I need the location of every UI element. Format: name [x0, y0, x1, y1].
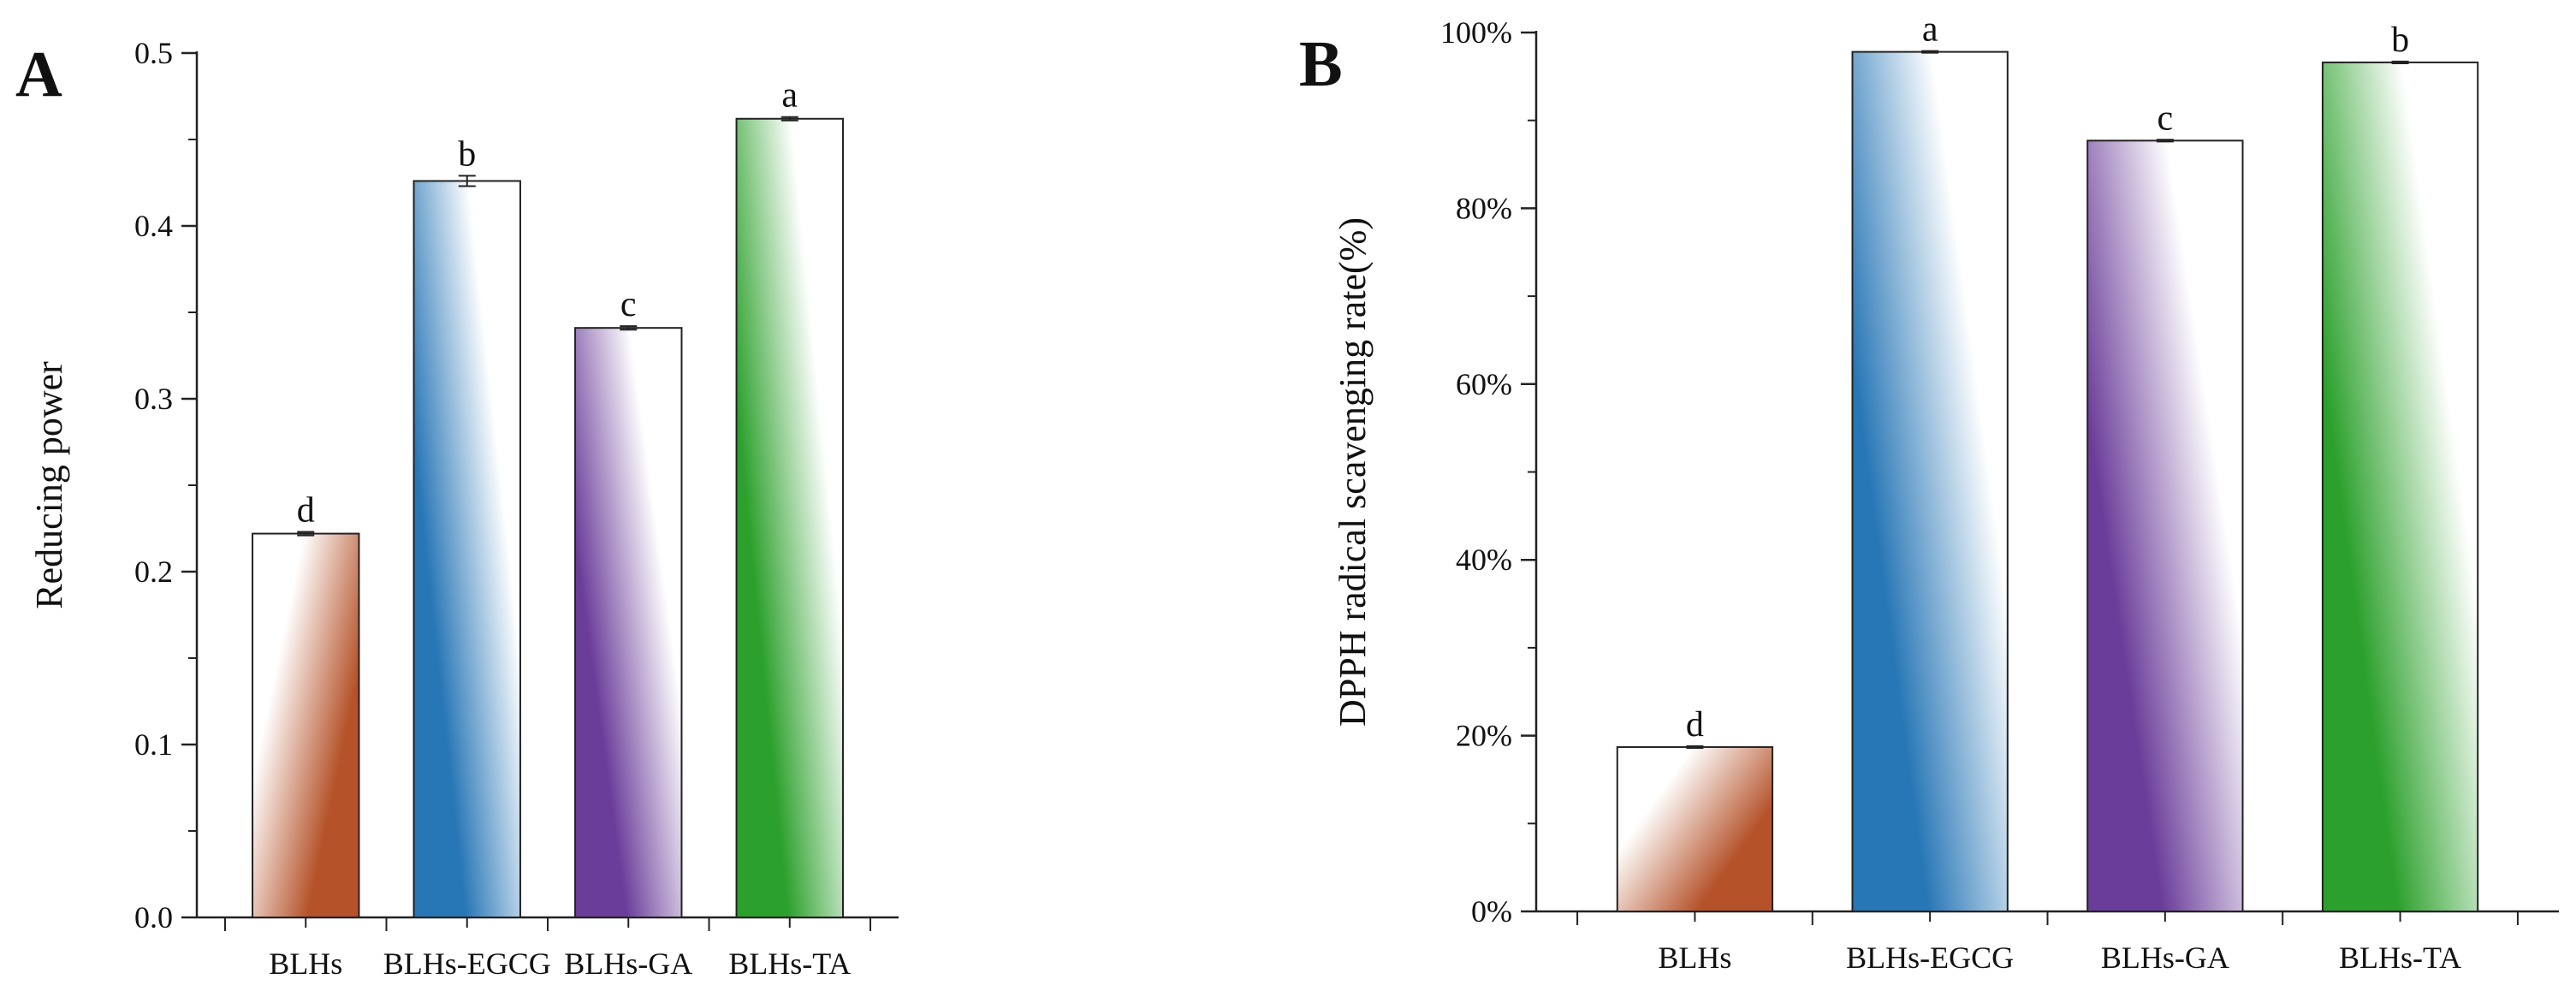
y-tick-label: 0.0 [134, 900, 173, 935]
y-tick-label: 40% [1456, 543, 1512, 577]
panel-b-dpph-scavenging: B DPPH radical scavenging rate(%) 0% 20% 40%… [1299, 10, 2559, 975]
bar-blhs-ga [2086, 139, 2244, 913]
panel-a-reducing-power: A Reducing power 0.0 0.1 0.2 0.3 0.4 0.5 d BLHs b B… [15, 36, 899, 981]
x-category-label: BLHs [269, 946, 342, 981]
y-axis-title: Reducing power [28, 361, 70, 609]
significance-letter: b [458, 134, 476, 174]
bar-blhs-egcg [413, 180, 521, 919]
y-tick-label: 100% [1440, 15, 1512, 50]
x-category-label: BLHs [1658, 941, 1731, 975]
y-tick-label: 20% [1456, 719, 1512, 753]
bar-blhs-ta [2321, 61, 2479, 912]
x-category-label: BLHs-EGCG [383, 946, 551, 981]
bar-blhs-ga [574, 327, 683, 918]
y-tick-label: 0% [1471, 894, 1512, 929]
bar-blhs-egcg [1851, 50, 2009, 913]
significance-letter: c [2158, 98, 2174, 138]
significance-letter: a [1922, 10, 1938, 50]
panel-label: A [15, 39, 62, 110]
y-tick-label: 0.3 [134, 382, 173, 416]
y-tick-label: 80% [1456, 191, 1512, 225]
bar-blhs-ta [735, 117, 844, 918]
x-category-label: BLHs-TA [728, 946, 851, 981]
y-tick-label: 60% [1456, 367, 1512, 401]
x-category-label: BLHs-GA [564, 946, 692, 981]
y-tick-label: 0.5 [134, 36, 173, 70]
x-category-label: BLHs-GA [2101, 941, 2229, 975]
y-tick-label: 0.2 [134, 555, 173, 589]
bar-blhs [252, 532, 360, 918]
significance-letter: b [2391, 21, 2409, 60]
y-tick-label: 0.1 [134, 727, 173, 762]
panel-label: B [1299, 28, 1343, 100]
significance-letter: c [620, 285, 637, 324]
significance-letter: d [1686, 705, 1704, 745]
significance-letter: a [781, 76, 798, 116]
y-axis-title: DPPH radical scavenging rate(%) [1332, 217, 1374, 727]
bar-blhs [1616, 745, 1774, 912]
significance-letter: d [297, 491, 315, 531]
y-tick-label: 0.4 [134, 209, 173, 243]
x-category-label: BLHs-TA [2339, 941, 2461, 975]
x-category-label: BLHs-EGCG [1846, 941, 2014, 975]
